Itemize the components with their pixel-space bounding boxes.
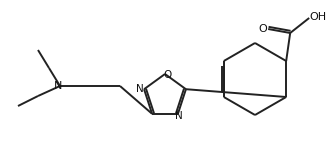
Text: O: O — [258, 24, 267, 34]
Text: OH: OH — [309, 12, 326, 22]
Text: N: N — [175, 111, 182, 121]
Text: N: N — [54, 81, 63, 91]
Text: N: N — [136, 84, 144, 94]
Text: O: O — [163, 70, 172, 80]
